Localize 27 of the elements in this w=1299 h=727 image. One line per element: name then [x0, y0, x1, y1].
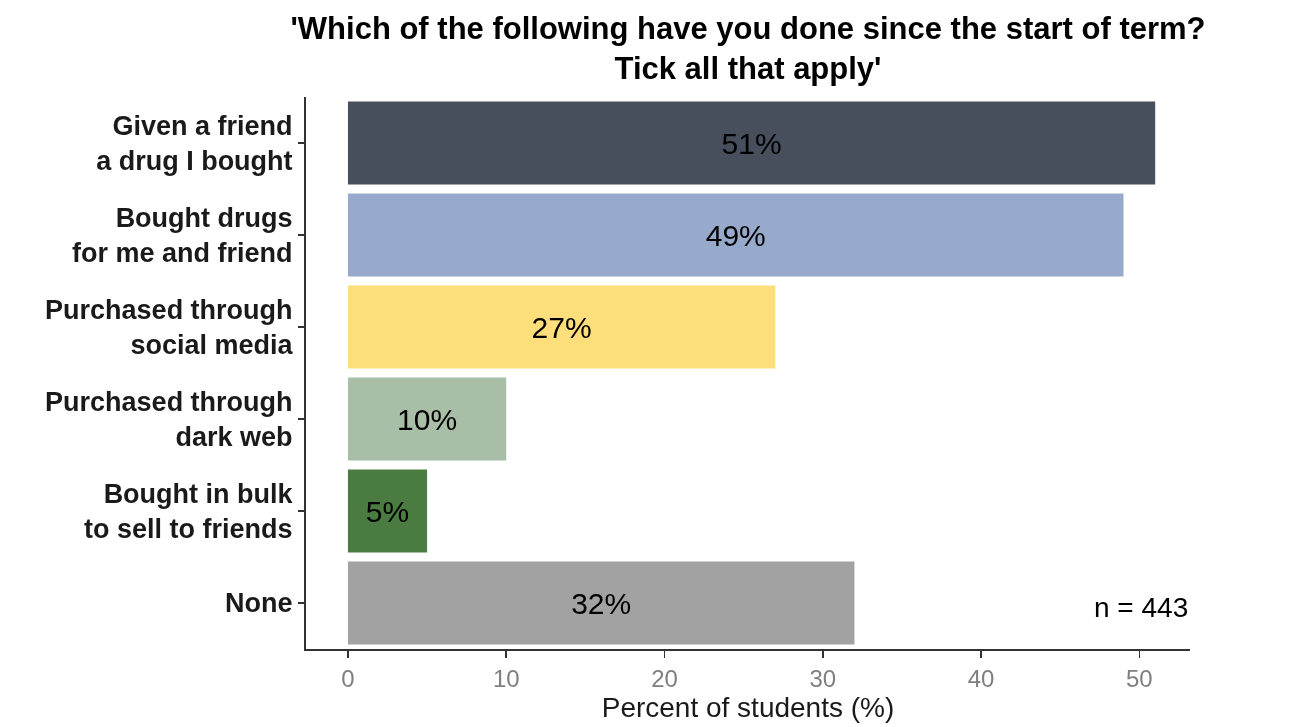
bar: [347, 377, 507, 461]
x-tick-label: 30: [809, 664, 837, 692]
y-tick-label: Bought in bulk to sell to friends: [84, 478, 294, 544]
bar: [347, 285, 776, 369]
data-label: 51%: [721, 126, 782, 160]
y-tick-label: Purchased through dark web: [45, 386, 293, 452]
x-tick-label: 50: [1126, 664, 1153, 692]
y-tick-label: Bought drugs for me and friend: [72, 202, 293, 268]
data-label: 27%: [531, 310, 592, 344]
data-label: 49%: [705, 218, 766, 252]
data-label: 10%: [397, 402, 458, 436]
data-label: 5%: [365, 494, 410, 528]
bar: [347, 193, 1124, 277]
x-tick-label: 0: [341, 664, 355, 692]
data-label: 32%: [571, 586, 632, 620]
x-tick-label: 20: [651, 664, 678, 692]
x-tick-label: 10: [492, 664, 520, 692]
bar: [347, 561, 855, 645]
bar: [347, 101, 1156, 185]
y-tick-label: Given a friend a drug I bought: [96, 110, 293, 176]
bar: [347, 469, 428, 553]
annotation: n = 443: [1094, 592, 1189, 623]
y-tick-label: None: [225, 588, 293, 619]
chart-title: 'Which of the following have you done since the start of term? Tick all that apply': [290, 10, 1206, 86]
y-tick-label: Purchased through social media: [45, 294, 294, 360]
x-axis-title: Percent of students (%): [601, 691, 895, 723]
x-tick-label: 40: [967, 664, 995, 692]
